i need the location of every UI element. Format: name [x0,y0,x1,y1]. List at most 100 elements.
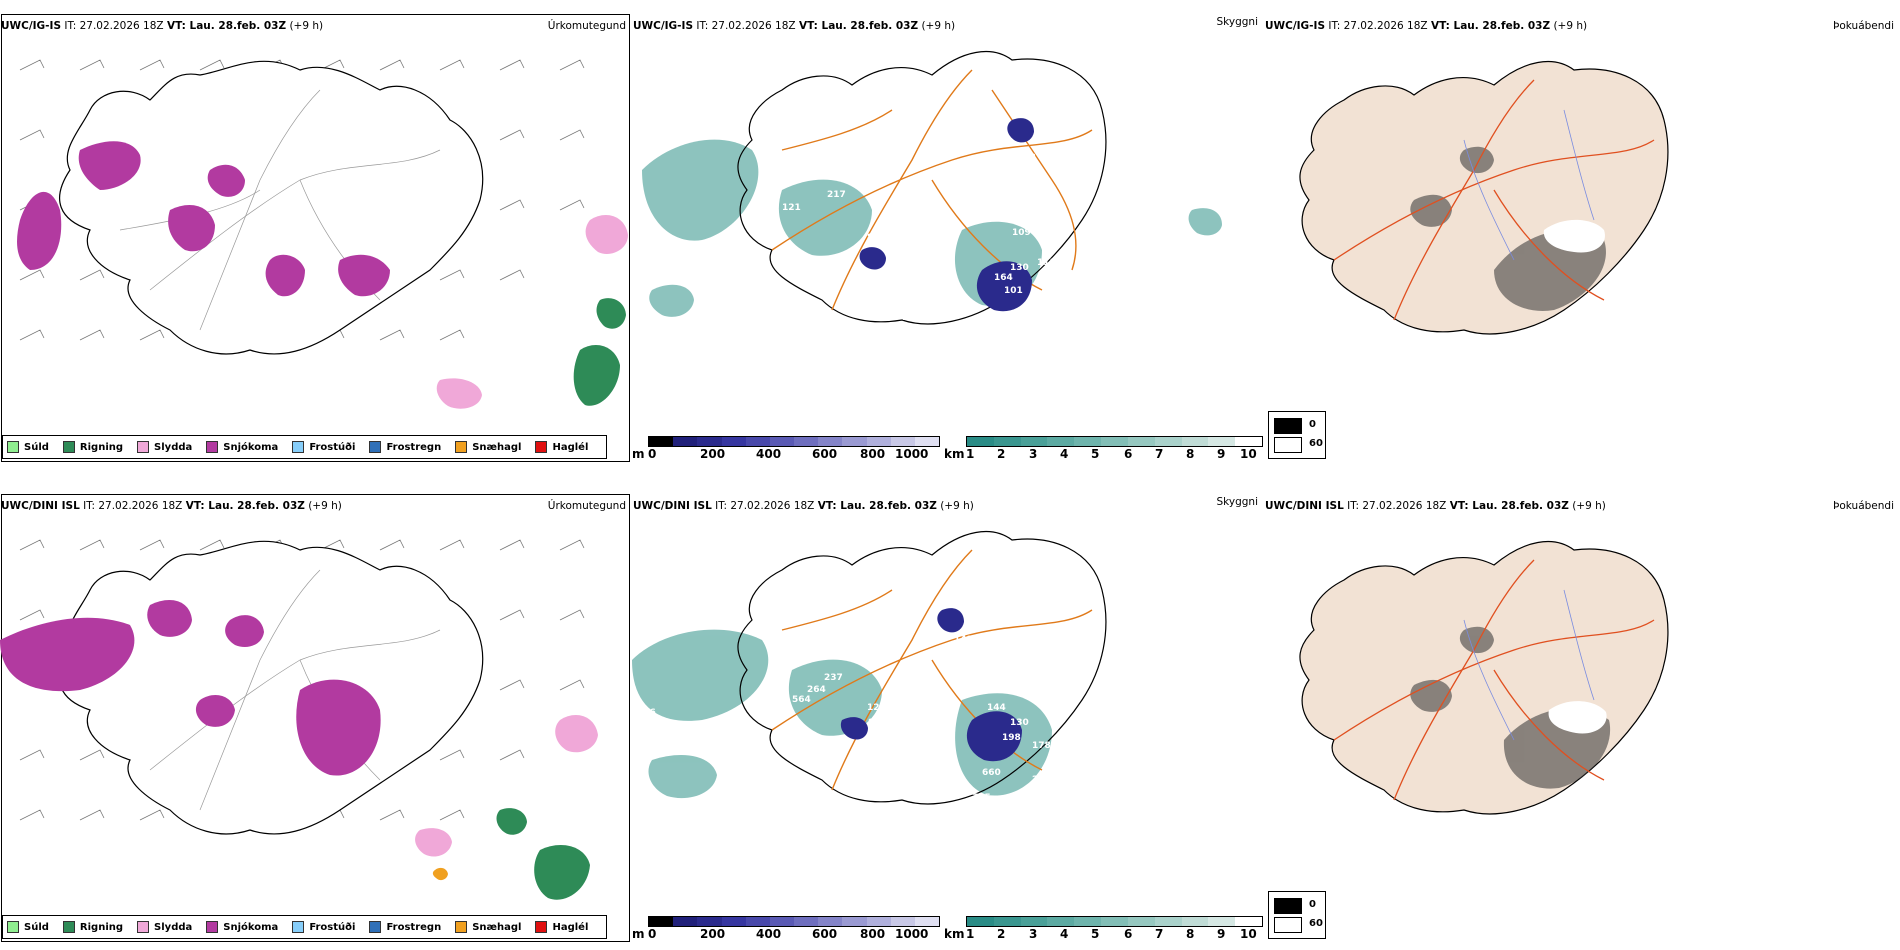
fog-index-panel: UWC/IG-IS IT: 27.02.2026 18Z VT: Lau. 28… [1264,0,1900,470]
valid-time: VT: Lau. 28.feb. 03Z [166,20,287,32]
wind-barbs [19,539,585,821]
lead-time: (+9 h) [1553,20,1588,32]
value-label: 121 [867,703,886,713]
value-label: 237 [824,673,843,683]
sleet-areas [415,715,598,857]
legend-item: Frostregn [369,441,441,453]
legend-swatch [62,441,75,453]
iceland-outline [737,531,1107,805]
legend-swatch [206,921,219,933]
low-cloud-areas [859,118,1034,312]
snow-areas [0,600,381,776]
init-time: IT: 27.02.2026 18Z [83,500,183,512]
colorbar-tick: 600 [812,927,838,941]
legend-item: Súld [7,921,49,933]
legend-item: Haglél [535,921,588,933]
fog-legend: 0 60 [1268,411,1326,459]
value-label: 247 [864,635,883,645]
colorbar-unit: km [944,447,965,461]
legend-swatch [535,441,548,453]
value-label: 121 [782,203,801,213]
value-label: 109 [1012,228,1031,238]
colorbar-tick: 9 [1217,447,1226,461]
colorbar-tick: 4 [1060,447,1069,461]
legend-label: Rigning [79,441,124,453]
colorbar-tick: 2 [997,927,1006,941]
value-label: 564 [792,695,811,705]
colorbar-tick: 7 [1155,447,1164,461]
low-cloud-areas [840,608,1022,762]
value-label: 178 [1032,741,1051,751]
fog-legend-swatch [1274,898,1302,914]
fog-legend-swatch [1274,418,1302,434]
visibility-value-labels: 247 141 237 264 564 121 87 144 525 88 11… [637,635,1051,835]
init-time: IT: 27.02.2026 18Z [715,500,815,512]
value-label: 130 [1010,263,1029,273]
roads [1333,559,1655,801]
value-label: 996 [637,708,656,718]
legend-label: Haglél [552,921,589,933]
iceland-outline [59,540,484,835]
fog-index-panel: UWC/DINI ISL IT: 27.02.2026 18Z VT: Lau.… [1264,480,1900,950]
fog-legend-label: 0 [1309,419,1316,430]
fog-legend-label: 60 [1309,918,1323,929]
fog-map [1299,61,1669,335]
legend-swatch [206,441,219,453]
panel-title: Skyggni [1216,16,1259,28]
colorbar-tick: 800 [860,447,886,461]
colorbar-unit: m [632,447,645,461]
value-label: 217 [827,190,846,200]
value-label: 12 [752,701,765,711]
legend-label: Rigning [79,921,124,933]
cloudbase-colorbar: m 0 200 400 600 800 1000 [632,916,942,942]
colorbar-tick: 200 [700,927,726,941]
value-label: 138 [902,313,921,323]
legend-swatch [535,921,548,933]
legend-swatch [62,921,75,933]
visibility-map: 247 141 237 264 564 121 87 144 525 88 11… [632,531,1107,835]
precip-map [17,59,628,409]
legend-swatch [292,921,305,933]
forecast-row-0: UWC/IG-IS IT: 27.02.2026 18Z VT: Lau. 28… [0,0,1900,470]
visibility-panel: UWC/DINI ISL IT: 27.02.2026 18Z VT: Lau.… [632,480,1264,950]
precip-type-panel: UWC/DINI ISL IT: 27.02.2026 18Z VT: Lau.… [0,480,632,950]
value-label: 805 [1222,208,1241,218]
legend-label: Súld [24,921,49,933]
legend-item: Súld [7,441,49,453]
colorbar-unit: km [944,927,965,941]
colorbar-tick: 10 [1240,927,1257,941]
roads [1333,79,1655,321]
colorbar-tick: 5 [1091,447,1100,461]
colorbar-tick: 1 [966,447,975,461]
value-label: 117 [897,821,916,831]
model-name: UWC/IG-IS [1265,20,1326,32]
value-label: 108 [1017,153,1036,163]
fog-legend: 0 60 [1268,891,1326,939]
legend-item: Snæhagl [455,921,521,933]
model-name: UWC/IG-IS [633,20,694,32]
cloudbase-colorbar: m 0 200 400 600 800 1000 [632,436,942,462]
legend-label: Frostúði [309,921,356,933]
init-time: IT: 27.02.2026 18Z [1328,20,1428,32]
value-label: 140 [900,218,919,228]
value-label: 87 [935,701,948,711]
value-label: 115 [922,718,941,728]
legend-swatch [369,441,382,453]
value-label: 170 [924,231,943,241]
init-time: IT: 27.02.2026 18Z [1347,500,1447,512]
colorbar-tick: 8 [1186,927,1195,941]
init-time: IT: 27.02.2026 18Z [696,20,796,32]
init-time: IT: 27.02.2026 18Z [64,20,164,32]
panel-header: UWC/DINI ISL IT: 27.02.2026 18Z VT: Lau.… [1,500,342,512]
fog-legend-label: 0 [1309,899,1316,910]
colorbar-tick: 600 [812,447,838,461]
value-label: 101 [1004,286,1023,296]
value-label: 432 [907,751,926,761]
visibility-bar [966,436,1263,447]
legend-swatch [369,921,382,933]
forecast-row-1: UWC/DINI ISL IT: 27.02.2026 18Z VT: Lau.… [0,480,1900,950]
model-name: UWC/DINI ISL [633,500,712,512]
precip-legend: Súld Rigning Slydda Snjókoma Frostúði Fr… [2,915,608,939]
colorbar-tick: 6 [1124,927,1133,941]
legend-swatch [7,441,19,453]
